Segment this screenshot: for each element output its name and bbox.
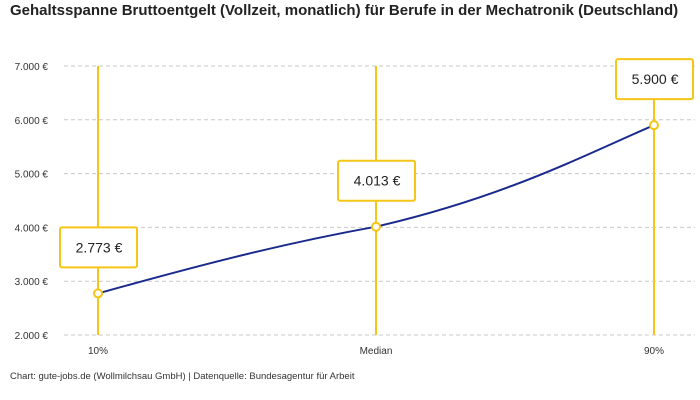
data-label: 5.900 € <box>632 71 679 87</box>
chart-title: Gehaltsspanne Bruttoentgelt (Vollzeit, m… <box>10 2 679 19</box>
y-tick-label: 6.000 € <box>15 116 49 127</box>
x-tick-label: 90% <box>644 346 664 357</box>
y-tick-label: 4.000 € <box>15 223 49 234</box>
data-label-box <box>337 159 416 202</box>
data-label-box <box>59 226 138 269</box>
y-tick-label: 7.000 € <box>15 62 49 73</box>
data-label-box <box>615 58 694 101</box>
y-tick-label: 5.000 € <box>15 170 49 181</box>
y-tick-label: 2.000 € <box>15 331 49 342</box>
data-point <box>649 120 659 131</box>
x-tick-label: Median <box>360 346 393 357</box>
data-point <box>93 288 103 299</box>
data-point <box>371 221 381 232</box>
chart-source: Chart: gute-jobs.de (Wollmilchsau GmbH) … <box>10 371 355 382</box>
x-tick-label: 10% <box>88 346 108 357</box>
data-label: 4.013 € <box>354 173 401 189</box>
data-label: 2.773 € <box>76 239 123 255</box>
y-tick-label: 3.000 € <box>15 277 49 288</box>
